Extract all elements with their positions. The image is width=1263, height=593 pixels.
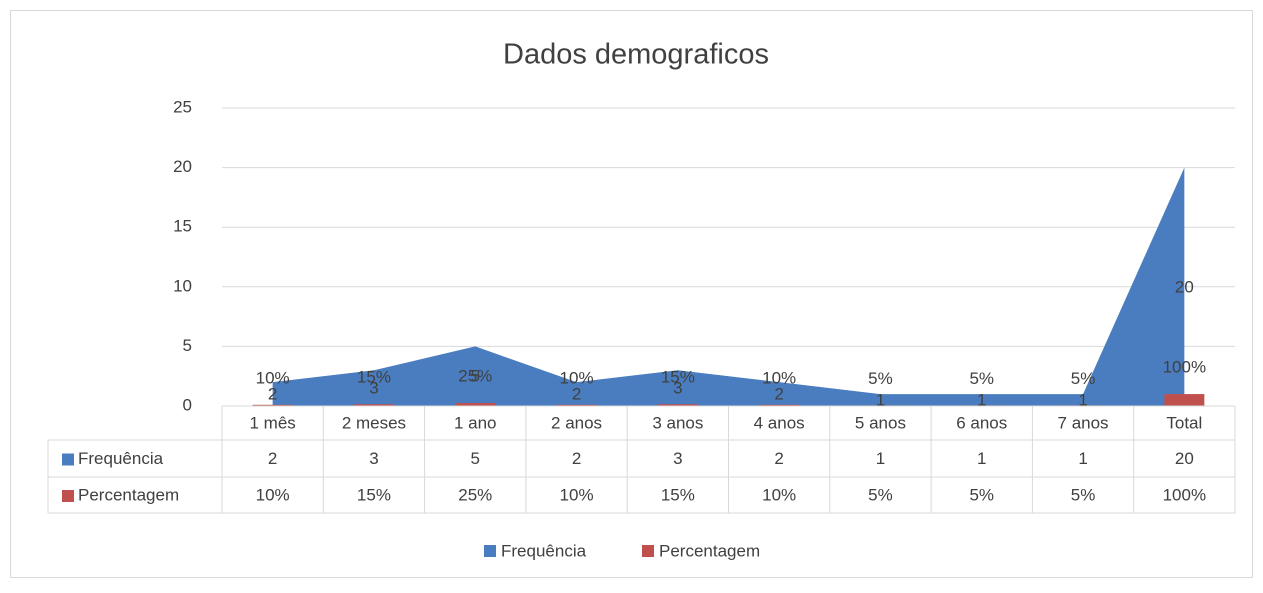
table-cell: 2 xyxy=(268,449,277,468)
table-row-header: Percentagem xyxy=(78,485,179,504)
data-label: 5% xyxy=(868,369,893,388)
table-cell: 100% xyxy=(1163,485,1206,504)
y-tick-label: 15 xyxy=(173,217,192,236)
y-tick-label: 5 xyxy=(183,336,192,355)
data-label: 5 xyxy=(471,367,480,386)
bar xyxy=(1164,394,1205,406)
data-label: 1 xyxy=(977,391,986,410)
table-legend-key xyxy=(62,490,74,502)
data-label: 3 xyxy=(369,379,378,398)
legend-key xyxy=(484,545,496,557)
table-cell: 25% xyxy=(458,485,492,504)
table-cell: 1 xyxy=(876,449,885,468)
chart-frame xyxy=(10,10,1253,578)
data-label: 15% xyxy=(661,368,695,387)
table-cell: 5% xyxy=(1071,485,1096,504)
data-label: 15% xyxy=(357,368,391,387)
x-tick-label: 2 anos xyxy=(551,413,602,432)
x-tick-label: 7 anos xyxy=(1058,413,1109,432)
table-cell: 10% xyxy=(256,485,290,504)
table-row-header: Frequência xyxy=(78,449,164,468)
data-label: 2 xyxy=(572,385,581,404)
y-tick-label: 20 xyxy=(173,157,192,176)
table-legend-key xyxy=(62,453,74,466)
table-cell: 10% xyxy=(560,485,594,504)
table-cell: 10% xyxy=(762,485,796,504)
y-tick-label: 25 xyxy=(173,97,192,116)
table-cell: 1 xyxy=(977,449,986,468)
bar xyxy=(455,403,496,406)
chart-title: Dados demograficos xyxy=(503,39,769,71)
table-cell: 2 xyxy=(572,449,581,468)
table-cell: 2 xyxy=(774,449,783,468)
table-cell: 3 xyxy=(673,449,682,468)
data-label: 10% xyxy=(256,368,290,387)
x-tick-label: 1 ano xyxy=(454,413,497,432)
area xyxy=(272,167,1185,406)
legend-label: Percentagem xyxy=(659,541,760,560)
x-tick-label: 2 meses xyxy=(342,413,406,432)
y-tick-label: 10 xyxy=(173,276,192,295)
data-label: 20 xyxy=(1175,277,1194,296)
data-label: 1 xyxy=(876,391,885,410)
bar xyxy=(759,404,800,406)
data-label: 100% xyxy=(1163,358,1206,377)
bar xyxy=(252,404,293,406)
table-cell: 15% xyxy=(661,485,695,504)
legend-key xyxy=(642,545,654,557)
x-tick-label: 1 mês xyxy=(250,413,296,432)
data-label: 10% xyxy=(560,368,594,387)
x-tick-label: 3 anos xyxy=(652,413,703,432)
x-tick-label: Total xyxy=(1166,413,1202,432)
data-label: 3 xyxy=(673,379,682,398)
data-label: 5% xyxy=(969,369,994,388)
x-tick-label: 6 anos xyxy=(956,413,1007,432)
x-tick-label: 4 anos xyxy=(754,413,805,432)
legend-label: Frequência xyxy=(501,541,587,560)
table-cell: 20 xyxy=(1175,449,1194,468)
data-label: 1 xyxy=(1078,391,1087,410)
table-cell: 5 xyxy=(471,449,480,468)
y-tick-label: 0 xyxy=(183,395,192,414)
bar xyxy=(657,404,698,406)
data-label: 25% xyxy=(458,367,492,386)
table-cell: 15% xyxy=(357,485,391,504)
table-cell: 1 xyxy=(1078,449,1087,468)
data-label: 2 xyxy=(268,385,277,404)
x-tick-label: 5 anos xyxy=(855,413,906,432)
table-cell: 3 xyxy=(369,449,378,468)
bar xyxy=(353,404,394,406)
bar xyxy=(556,404,597,406)
table-cell: 5% xyxy=(969,485,994,504)
data-label: 2 xyxy=(774,385,783,404)
data-label: 10% xyxy=(762,368,796,387)
table-cell: 5% xyxy=(868,485,893,504)
data-label: 5% xyxy=(1071,369,1096,388)
